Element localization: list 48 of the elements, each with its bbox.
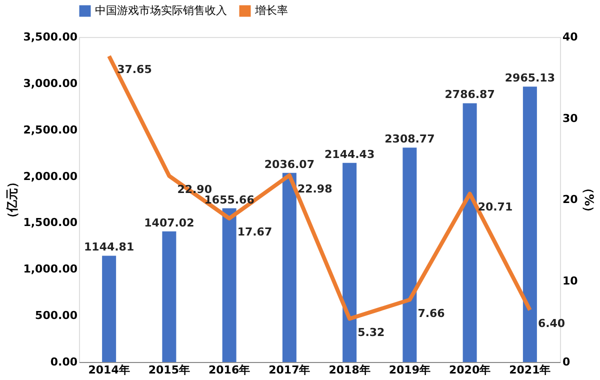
bar (102, 256, 116, 362)
data-label: 2786.87 (444, 88, 495, 102)
y-tick-label: 0.00 (50, 356, 78, 368)
bar (462, 103, 477, 362)
data-label: 20.71 (478, 200, 513, 214)
data-label: 7.66 (418, 306, 446, 320)
legend-label: 增长率 (254, 4, 288, 17)
x-tick-label: 2020年 (449, 364, 491, 376)
data-label: 37.65 (117, 63, 152, 76)
bar (282, 172, 296, 362)
data-label: 1144.81 (84, 240, 134, 254)
legend-label: 中国游戏市场实际销售收入 (95, 4, 227, 17)
y2-tick-label: 10 (562, 274, 578, 288)
data-label: 6.40 (538, 317, 566, 330)
x-tick-label: 2017年 (268, 364, 310, 376)
data-label: 5.32 (358, 326, 385, 339)
y-axis-title: （亿元） (5, 176, 20, 224)
bar (342, 162, 357, 362)
x-tick-label: 2015年 (148, 364, 190, 376)
data-label: 2036.07 (264, 158, 314, 171)
y-tick-label: 1,000.00 (23, 262, 78, 276)
x-tick-label: 2021年 (509, 364, 551, 376)
y-tick-label: 500.00 (35, 309, 78, 322)
y2-axis-title: （%） (582, 182, 596, 218)
x-tick-label: 2014年 (88, 364, 130, 376)
y-tick-label: 2,500.00 (23, 123, 78, 136)
data-label: 22.98 (297, 182, 332, 196)
y-tick-label: 1,500.00 (23, 216, 78, 230)
data-label: 1407.02 (144, 216, 194, 230)
bar (222, 208, 236, 362)
y2-tick-label: 0 (562, 356, 570, 368)
y2-tick-label: 40 (562, 30, 578, 44)
y2-tick-label: 30 (562, 112, 578, 125)
data-label: 2308.77 (384, 132, 435, 146)
x-tick-label: 2019年 (388, 364, 430, 376)
data-label: 2144.43 (324, 148, 375, 161)
y-tick-label: 2,000.00 (23, 170, 78, 183)
x-tick-label: 2018年 (328, 364, 370, 376)
y-tick-label: 3,500.00 (23, 30, 78, 44)
y2-tick-label: 20 (562, 193, 578, 206)
bar (402, 148, 417, 362)
y-tick-label: 3,000.00 (23, 76, 78, 90)
x-tick-label: 2016年 (208, 364, 250, 376)
data-label: 2965.13 (504, 72, 555, 85)
data-label: 17.67 (237, 225, 272, 238)
bar (522, 86, 537, 362)
data-label: 1655.66 (204, 193, 255, 206)
bar (162, 231, 176, 362)
